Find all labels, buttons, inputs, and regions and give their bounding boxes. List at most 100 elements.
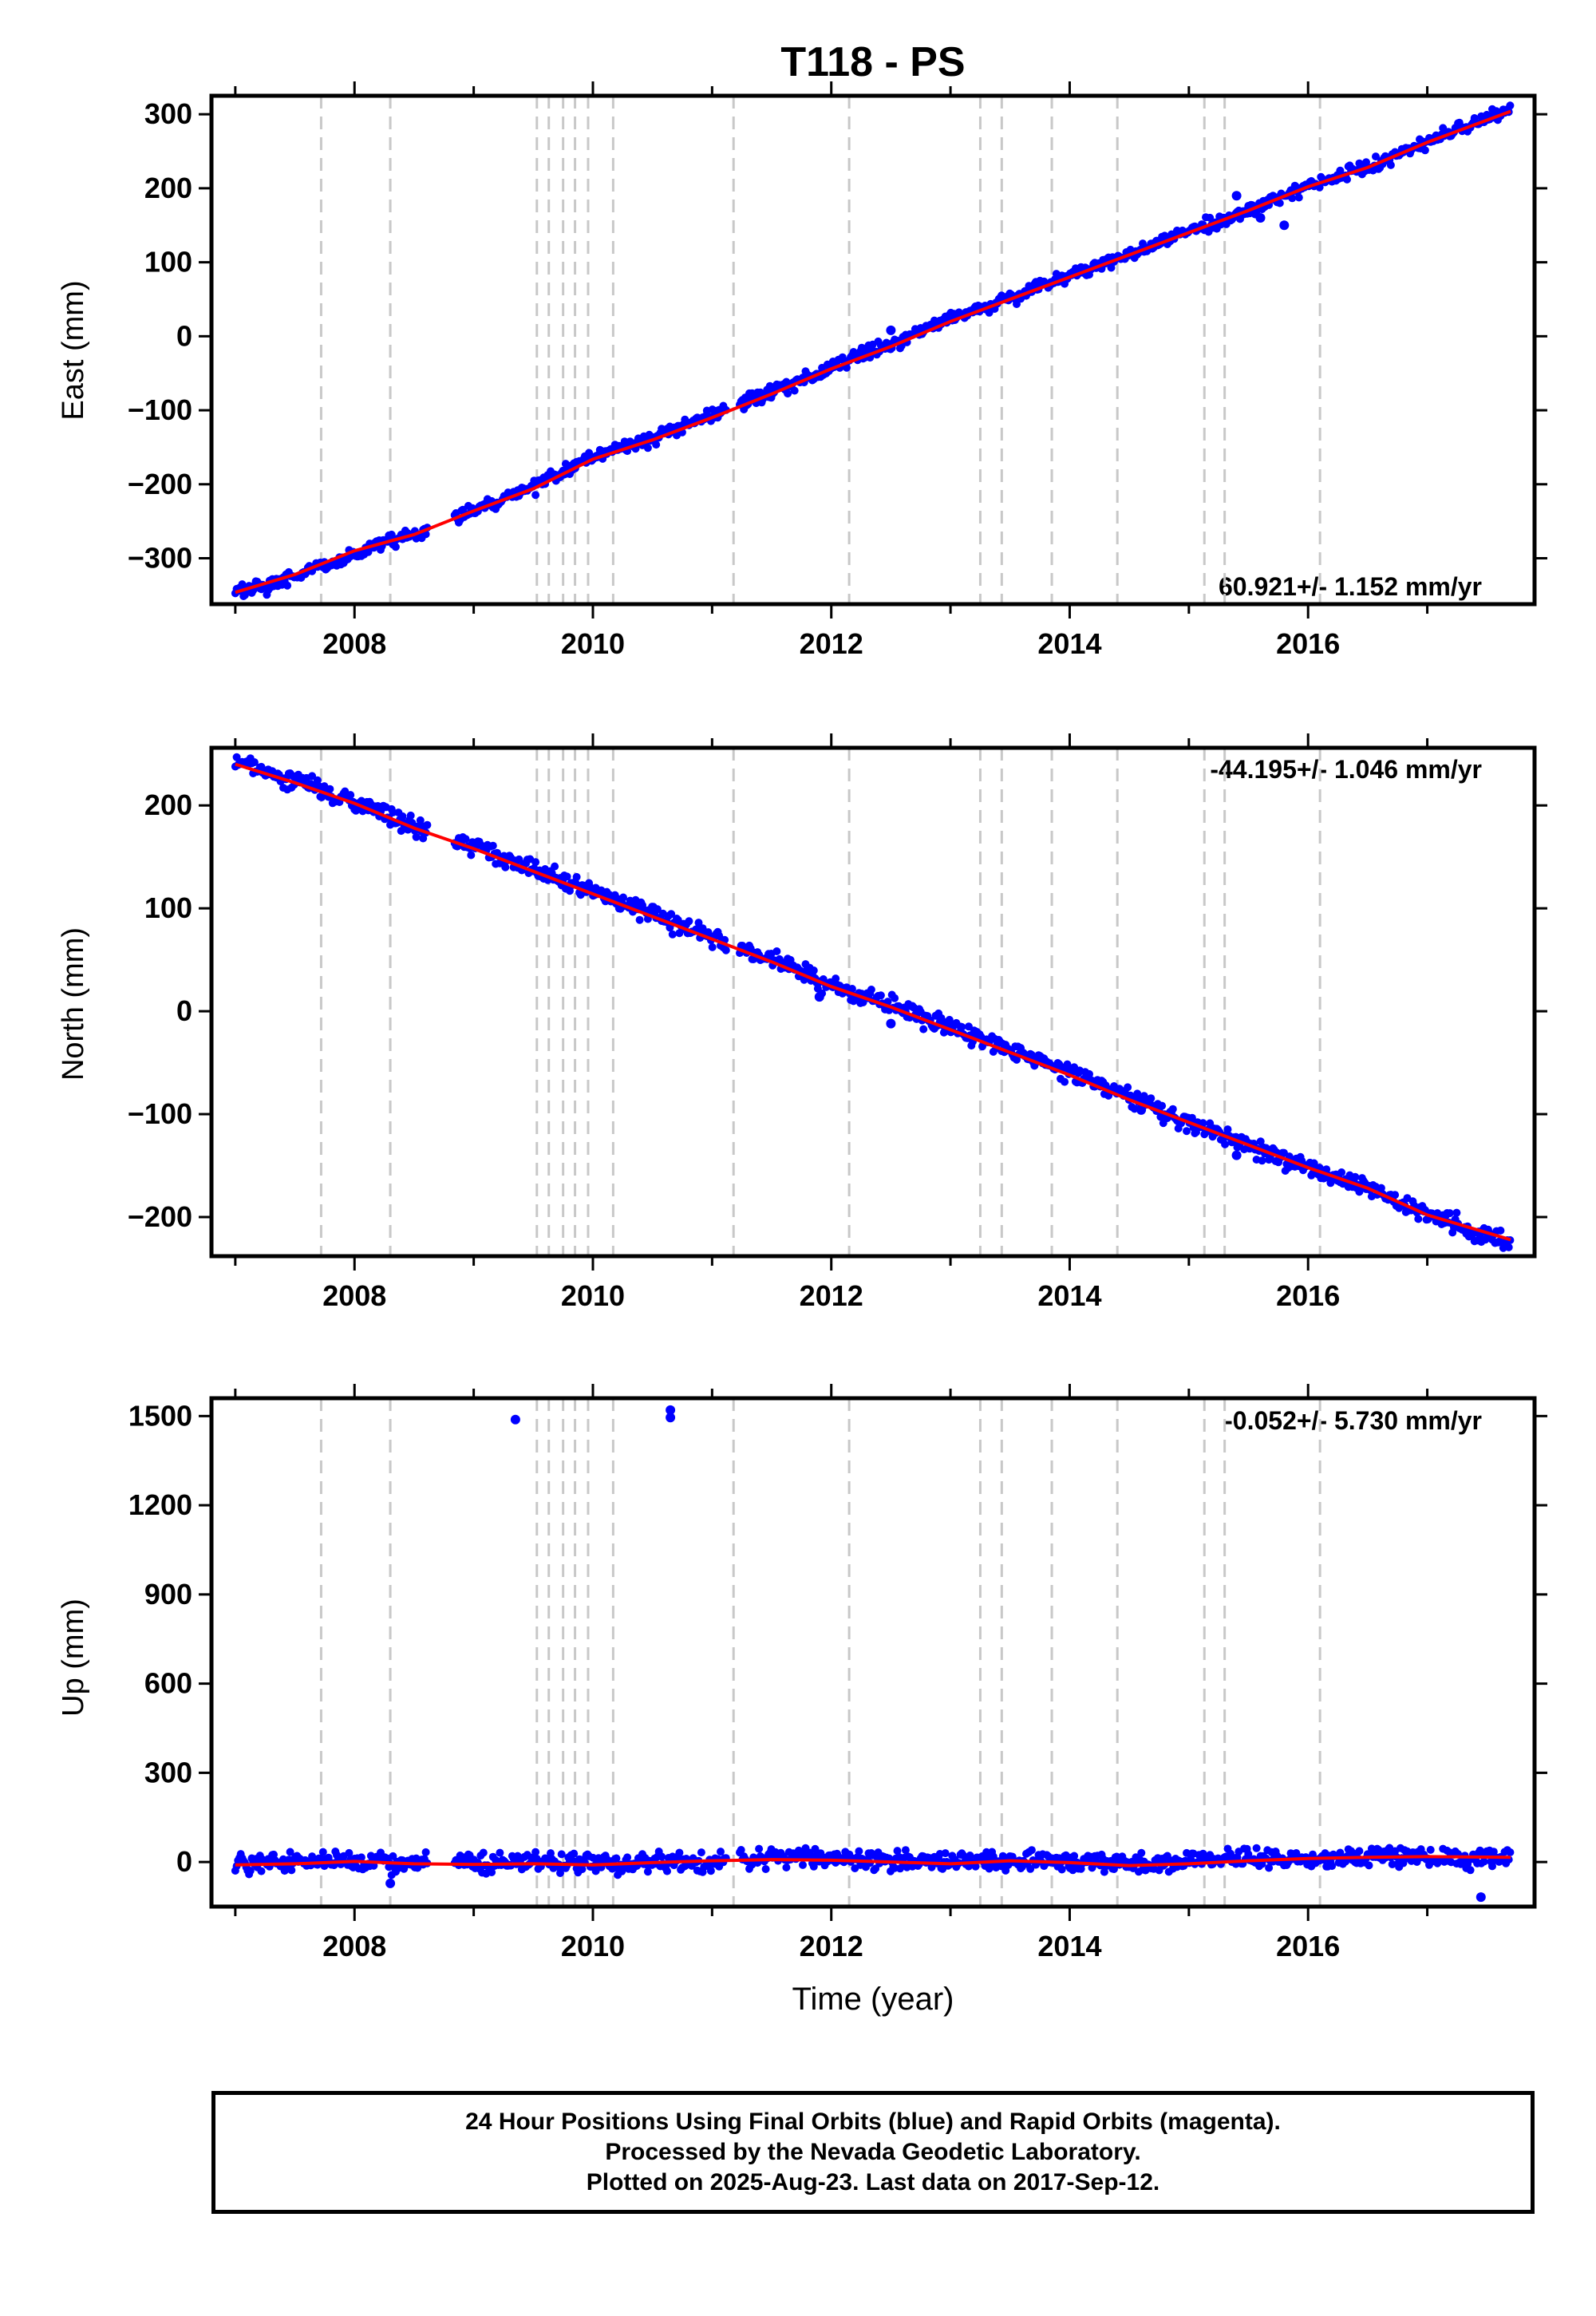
east-x-tick-label: 2012 bbox=[800, 627, 863, 660]
up-data-point bbox=[809, 1862, 818, 1871]
up-data-point bbox=[1057, 1865, 1066, 1874]
north-x-tick-label: 2008 bbox=[322, 1279, 386, 1312]
up-data-point bbox=[941, 1849, 950, 1858]
north-data-point bbox=[1256, 1137, 1265, 1146]
north-data-point bbox=[515, 855, 523, 864]
east-data-point bbox=[1275, 199, 1284, 207]
north-panel: North (mm) -44.195+/- 1.046 mm/yr −200 −1… bbox=[57, 733, 1547, 1312]
north-data-point bbox=[572, 872, 581, 881]
up-data-point bbox=[421, 1848, 430, 1856]
east-data-point bbox=[531, 491, 540, 500]
east-rate-label: 60.921+/- 1.152 mm/yr bbox=[1219, 572, 1482, 601]
footer-line-2: Processed by the Nevada Geodetic Laborat… bbox=[605, 2139, 1141, 2165]
up-data-point bbox=[578, 1865, 587, 1874]
north-data-point bbox=[423, 820, 432, 829]
east-data-point bbox=[1107, 263, 1116, 272]
north-data-point bbox=[1013, 1055, 1021, 1064]
up-data-point bbox=[755, 1844, 764, 1853]
up-outlier-point bbox=[510, 1414, 520, 1425]
north-x-tick-label: 2010 bbox=[561, 1279, 625, 1312]
up-data-point bbox=[1026, 1864, 1035, 1873]
up-data-point bbox=[286, 1848, 294, 1856]
up-data-point bbox=[1252, 1844, 1261, 1852]
north-data-point bbox=[694, 919, 703, 927]
north-data-point bbox=[416, 816, 425, 824]
up-y-tick-label: 900 bbox=[144, 1578, 192, 1611]
east-y-tick-label: −200 bbox=[128, 468, 192, 500]
east-data-point bbox=[1372, 152, 1380, 161]
north-data-point bbox=[867, 986, 875, 994]
up-data-point bbox=[697, 1848, 705, 1857]
north-data-point bbox=[721, 946, 730, 954]
north-data-point bbox=[563, 872, 571, 881]
up-data-point bbox=[1137, 1848, 1146, 1857]
up-data-point bbox=[706, 1867, 715, 1875]
east-data-point bbox=[1294, 193, 1303, 202]
north-data-point bbox=[389, 808, 397, 816]
east-panel: East (mm) 60.921+/- 1.152 mm/yr −300 −200… bbox=[57, 81, 1547, 660]
east-y-tick-label: −300 bbox=[128, 542, 192, 575]
north-data-point bbox=[1158, 1101, 1167, 1110]
up-data-point bbox=[643, 1867, 652, 1876]
up-data-point bbox=[717, 1848, 725, 1856]
east-x-tick-label: 2008 bbox=[322, 627, 386, 660]
up-y-tick-label: 600 bbox=[144, 1667, 192, 1700]
up-data-point bbox=[893, 1847, 902, 1856]
north-x-tick-label: 2012 bbox=[800, 1279, 863, 1312]
up-data-point bbox=[782, 1863, 791, 1871]
up-data-point bbox=[357, 1853, 365, 1862]
north-data-point bbox=[326, 785, 334, 793]
east-data-point bbox=[1288, 194, 1297, 203]
north-y-tick-label: 200 bbox=[144, 788, 192, 821]
north-data-point bbox=[1496, 1226, 1505, 1235]
east-x-tick-label: 2016 bbox=[1276, 627, 1340, 660]
up-data-point bbox=[1488, 1862, 1496, 1871]
figure-title: T118 - PS bbox=[780, 39, 965, 85]
north-data-point bbox=[1168, 1105, 1177, 1113]
north-data-point bbox=[501, 863, 510, 871]
north-data-point bbox=[1414, 1215, 1423, 1223]
north-data-point bbox=[346, 791, 355, 800]
up-data-point bbox=[1070, 1852, 1079, 1860]
east-position-points bbox=[231, 101, 1515, 600]
north-y-tick-label: 100 bbox=[144, 891, 192, 924]
east-data-point bbox=[1506, 101, 1515, 110]
east-data-point bbox=[364, 547, 373, 556]
north-data-point bbox=[308, 772, 317, 781]
north-data-point bbox=[937, 1014, 946, 1022]
up-y-tick-label: 1500 bbox=[128, 1399, 192, 1432]
up-data-point bbox=[345, 1848, 354, 1857]
up-outlier-point bbox=[1476, 1892, 1486, 1903]
east-data-point bbox=[1206, 213, 1215, 222]
east-outlier-point bbox=[1255, 213, 1266, 223]
up-data-point bbox=[1426, 1845, 1435, 1854]
north-y-tick-label: −200 bbox=[128, 1200, 192, 1233]
north-rate-label: -44.195+/- 1.046 mm/yr bbox=[1210, 755, 1482, 784]
north-data-point bbox=[668, 930, 677, 939]
east-data-point bbox=[1420, 146, 1429, 155]
up-position-points bbox=[231, 1405, 1515, 1903]
north-plot-frame bbox=[209, 745, 1537, 1259]
up-data-point bbox=[855, 1847, 863, 1856]
north-data-point bbox=[1452, 1208, 1461, 1217]
up-panel: Up (mm) -0.052+/- 5.730 mm/yr 0 300 600 900… bbox=[57, 1384, 1547, 1962]
up-data-point bbox=[1365, 1861, 1373, 1870]
east-data-point bbox=[643, 444, 652, 453]
up-y-tick-label: 0 bbox=[176, 1845, 192, 1878]
up-data-point bbox=[663, 1867, 671, 1875]
east-x-tick-label: 2014 bbox=[1037, 627, 1101, 660]
north-x-tick-label: 2014 bbox=[1037, 1279, 1101, 1312]
east-y-tick-label: −100 bbox=[128, 393, 192, 426]
north-data-point bbox=[1223, 1125, 1232, 1134]
east-y-axis-label: East (mm) bbox=[57, 280, 90, 420]
up-data-point bbox=[1399, 1859, 1408, 1867]
east-data-point bbox=[391, 543, 400, 551]
up-data-point bbox=[966, 1852, 974, 1860]
north-model-fit-line bbox=[235, 762, 1511, 1242]
up-x-tick-label: 2012 bbox=[800, 1930, 863, 1962]
up-data-point bbox=[1292, 1849, 1301, 1857]
up-data-point bbox=[971, 1862, 980, 1871]
up-data-point bbox=[1466, 1866, 1475, 1875]
footer-note-box: 24 Hour Positions Using Final Orbits (bl… bbox=[211, 2091, 1535, 2214]
